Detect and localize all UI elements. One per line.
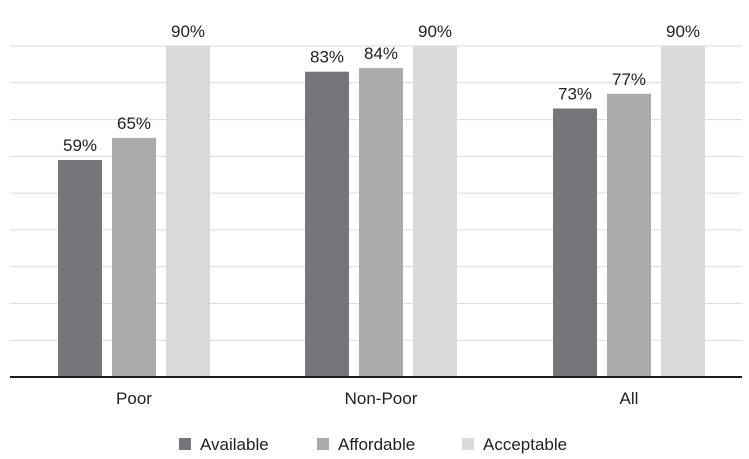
bar-acceptable: [413, 46, 457, 377]
legend-swatch-acceptable: [462, 438, 474, 450]
data-label: 90%: [171, 22, 205, 41]
bar-available: [553, 108, 597, 377]
legend-swatch-affordable: [317, 438, 329, 450]
data-label: 77%: [612, 70, 646, 89]
bars: [58, 46, 705, 378]
data-label: 65%: [117, 114, 151, 133]
category-label: All: [620, 389, 639, 408]
bar-affordable: [359, 68, 403, 377]
legend-label: Affordable: [338, 435, 415, 454]
data-label: 84%: [364, 44, 398, 63]
data-label: 59%: [63, 136, 97, 155]
bar-affordable: [607, 93, 651, 378]
data-label: 83%: [310, 48, 344, 67]
category-label: Poor: [116, 389, 152, 408]
bar-affordable: [112, 137, 156, 377]
data-label: 90%: [666, 22, 700, 41]
bar-acceptable: [661, 46, 705, 377]
legend-swatch-available: [179, 438, 191, 450]
data-label: 73%: [558, 85, 592, 104]
bar-available: [58, 160, 102, 377]
bar-acceptable: [166, 46, 210, 377]
legend-label: Available: [200, 435, 269, 454]
data-label: 90%: [418, 22, 452, 41]
category-label: Non-Poor: [345, 389, 418, 408]
data-labels: 59% 65% 90% 83% 84% 90% 73% 77% 90%: [63, 22, 700, 155]
legend: Available Affordable Acceptable: [179, 435, 567, 454]
bar-available: [305, 71, 349, 377]
legend-label: Acceptable: [483, 435, 567, 454]
category-labels: Poor Non-Poor All: [116, 389, 638, 408]
